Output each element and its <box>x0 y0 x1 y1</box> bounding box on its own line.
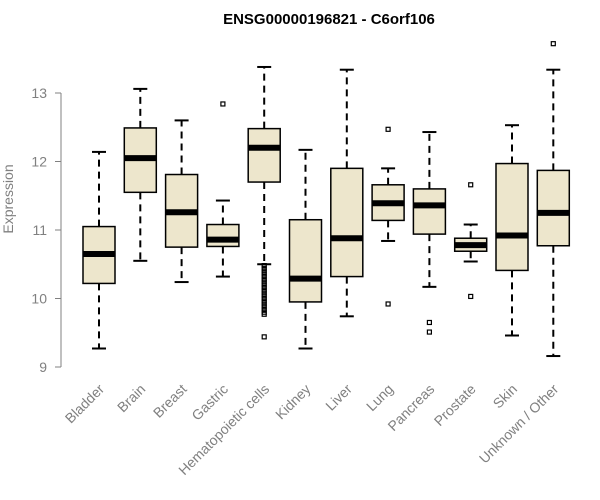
box-skin <box>495 124 529 337</box>
outlier-point <box>426 329 432 335</box>
x-tick-label: Prostate <box>431 381 479 429</box>
box-gastric <box>206 101 240 278</box>
box-iqr <box>288 218 323 303</box>
x-tick-label: Kidney <box>272 381 314 423</box>
outlier-point <box>385 301 391 307</box>
outlier-point <box>261 276 267 282</box>
outlier-point <box>261 293 267 299</box>
x-tick-label: Liver <box>322 381 355 414</box>
outlier-point <box>261 263 267 269</box>
outlier-point <box>261 284 267 291</box>
outlier-point <box>261 268 267 274</box>
outlier-point <box>261 290 267 296</box>
outlier-point <box>261 301 267 307</box>
box-iqr <box>206 223 240 248</box>
box-hematopoietic-cells <box>247 65 281 340</box>
box-iqr <box>412 188 447 235</box>
x-tick-label: Skin <box>490 381 521 412</box>
x-tick-label: Bladder <box>62 381 108 427</box>
box-iqr <box>247 127 281 183</box>
y-tick-label: 9 <box>39 359 47 375</box>
box-pancreas <box>412 131 447 335</box>
outlier-point <box>261 265 267 271</box>
y-tick-label: 13 <box>31 85 47 101</box>
y-tick-label: 11 <box>32 222 47 238</box>
outlier-point <box>468 293 474 300</box>
outlier-point <box>261 282 267 288</box>
y-tick-label: 10 <box>31 291 47 307</box>
box-unknown-other <box>536 41 571 358</box>
outlier-point <box>468 182 474 188</box>
box-iqr <box>536 169 571 247</box>
box-breast <box>164 119 199 284</box>
outlier-point <box>220 101 226 107</box>
outlier-point <box>426 319 432 326</box>
y-axis: 9 10 11 12 13 <box>31 85 62 375</box>
box-iqr <box>330 167 364 278</box>
y-tick-label: 12 <box>31 154 47 170</box>
box-prostate <box>453 182 488 300</box>
outlier-point <box>261 271 267 277</box>
outlier-point <box>550 41 556 47</box>
box-iqr <box>495 162 529 272</box>
x-tick-label: Breast <box>150 381 190 421</box>
outlier-point <box>261 304 267 310</box>
outlier-point <box>261 298 267 304</box>
box-group <box>82 41 571 358</box>
chart-title: ENSG00000196821 - C6orf106 <box>223 11 435 28</box>
outlier-point <box>261 279 267 285</box>
y-axis-label: Expression <box>0 164 16 233</box>
box-bladder <box>82 150 116 350</box>
box-kidney <box>288 148 323 350</box>
x-tick-label: Brain <box>114 381 148 415</box>
outlier-point <box>261 295 267 302</box>
outlier-point <box>261 273 267 280</box>
box-liver <box>330 68 364 318</box>
outlier-point <box>261 287 267 293</box>
box-brain <box>123 87 158 262</box>
x-tick-label: Lung <box>363 381 396 414</box>
outlier-point <box>261 306 267 313</box>
outlier-point <box>385 126 391 132</box>
outlier-point <box>261 311 267 317</box>
box-lung <box>371 126 405 307</box>
outlier-point <box>261 334 267 340</box>
